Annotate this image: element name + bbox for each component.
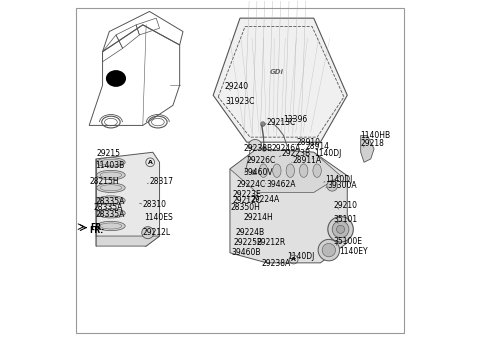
- Circle shape: [322, 243, 336, 257]
- Circle shape: [261, 122, 265, 126]
- Ellipse shape: [96, 221, 125, 231]
- Text: 29224C: 29224C: [237, 179, 266, 189]
- Text: 39462A: 39462A: [267, 179, 296, 189]
- Polygon shape: [96, 236, 159, 246]
- Ellipse shape: [313, 164, 321, 177]
- Text: A: A: [291, 257, 296, 262]
- Text: 28335A: 28335A: [95, 210, 124, 219]
- Text: 28310: 28310: [143, 200, 167, 209]
- Text: 35101: 35101: [333, 215, 357, 224]
- Text: 1140ES: 1140ES: [144, 213, 173, 222]
- Polygon shape: [230, 149, 341, 192]
- Text: 29224B: 29224B: [236, 228, 265, 237]
- Polygon shape: [213, 18, 347, 142]
- Text: 29225B: 29225B: [233, 238, 263, 247]
- Circle shape: [142, 227, 154, 239]
- Text: A: A: [148, 160, 153, 165]
- Circle shape: [336, 225, 345, 233]
- Text: 1140DJ: 1140DJ: [314, 149, 341, 159]
- Text: 29212R: 29212R: [256, 238, 285, 247]
- Ellipse shape: [106, 70, 126, 87]
- Text: 39460V: 39460V: [243, 168, 273, 177]
- Text: 29246A: 29246A: [272, 144, 301, 153]
- Text: 39300A: 39300A: [328, 180, 358, 190]
- Polygon shape: [360, 136, 374, 162]
- Circle shape: [327, 180, 337, 191]
- Ellipse shape: [259, 164, 268, 177]
- Ellipse shape: [286, 164, 294, 177]
- Ellipse shape: [96, 196, 125, 205]
- Circle shape: [262, 147, 266, 151]
- Polygon shape: [96, 152, 159, 246]
- Text: 28317: 28317: [149, 177, 173, 186]
- Text: 29223B: 29223B: [282, 149, 311, 159]
- Ellipse shape: [273, 164, 281, 177]
- Ellipse shape: [96, 170, 125, 180]
- Text: 29223E: 29223E: [233, 190, 262, 199]
- Text: 29215: 29215: [96, 149, 120, 159]
- Text: 1140HB: 1140HB: [360, 131, 391, 140]
- Text: 29212C: 29212C: [233, 196, 262, 206]
- Text: 13396: 13396: [284, 115, 308, 124]
- Text: 11403B: 11403B: [95, 161, 124, 170]
- Text: 28335A: 28335A: [93, 203, 122, 212]
- Text: 35100E: 35100E: [333, 237, 362, 246]
- Text: 28350H: 28350H: [230, 203, 261, 212]
- Text: 29210: 29210: [334, 201, 358, 210]
- Ellipse shape: [96, 158, 125, 167]
- Text: 28335A: 28335A: [95, 197, 124, 206]
- Circle shape: [332, 221, 349, 238]
- Text: 28910: 28910: [297, 138, 321, 147]
- Text: GDi: GDi: [270, 69, 284, 75]
- Text: 29238A: 29238A: [262, 259, 291, 268]
- Text: 29238B: 29238B: [243, 144, 273, 153]
- Circle shape: [318, 239, 339, 261]
- Text: FR.: FR.: [89, 225, 103, 235]
- Text: 28914: 28914: [305, 142, 329, 151]
- Text: 29224A: 29224A: [250, 195, 279, 204]
- Text: 29212L: 29212L: [143, 228, 171, 237]
- Text: 28215H: 28215H: [90, 177, 120, 186]
- Text: 1140DJ: 1140DJ: [287, 252, 314, 261]
- Text: 29213C: 29213C: [267, 118, 296, 126]
- Text: 29218: 29218: [360, 139, 384, 148]
- Text: FR.: FR.: [90, 223, 104, 232]
- Text: 29240: 29240: [225, 82, 249, 91]
- Text: 39460B: 39460B: [232, 248, 261, 257]
- Text: 31923C: 31923C: [225, 97, 254, 106]
- Polygon shape: [230, 149, 347, 263]
- Ellipse shape: [300, 164, 308, 177]
- Circle shape: [251, 170, 256, 175]
- Text: 1140DJ: 1140DJ: [325, 174, 353, 184]
- Ellipse shape: [96, 183, 125, 192]
- Text: 28911A: 28911A: [293, 156, 322, 165]
- Ellipse shape: [249, 140, 262, 150]
- Text: 1140EY: 1140EY: [339, 247, 368, 256]
- Circle shape: [328, 217, 353, 242]
- Text: 29226C: 29226C: [247, 156, 276, 165]
- Text: 29214H: 29214H: [243, 213, 273, 222]
- Ellipse shape: [96, 209, 125, 218]
